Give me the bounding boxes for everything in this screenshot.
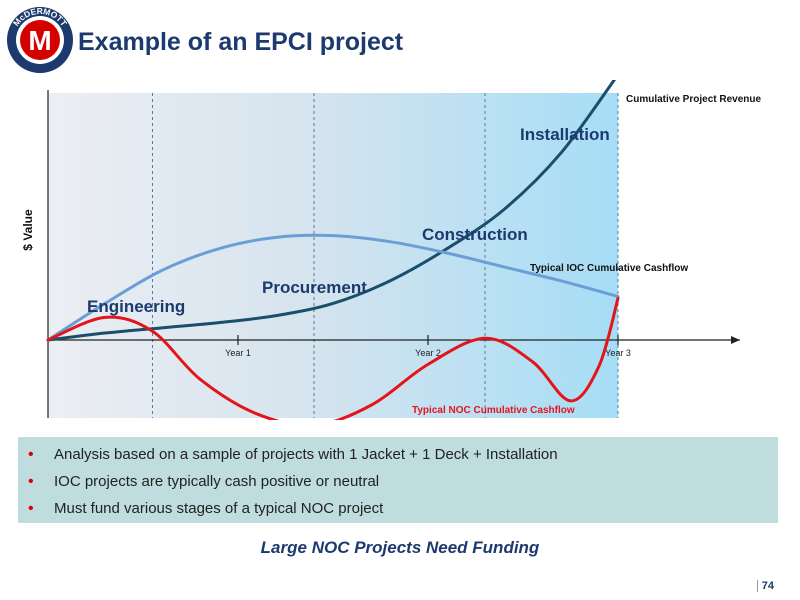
bullet-text: IOC projects are typically cash positive… (54, 473, 380, 490)
bullet-dot-icon: • (28, 499, 34, 517)
mcdermott-logo: M McDERMOTT (7, 6, 73, 73)
bullet-dot-icon: • (28, 472, 34, 490)
bullet-item: • Analysis based on a sample of projects… (28, 441, 768, 468)
y-axis-label: $ Value (21, 209, 35, 251)
phase-label: Procurement (262, 278, 367, 297)
ioc-cashflow-line (46, 233, 620, 342)
series-label: Typical NOC Cumulative Cashflow (412, 405, 575, 416)
page-number: 74 (756, 580, 774, 592)
x-tick-label: Year 3 (605, 348, 631, 358)
x-axis-arrow-icon (731, 336, 740, 344)
bullet-item: • Must fund various stages of a typical … (28, 495, 768, 522)
page-title: Example of an EPCI project (78, 28, 404, 56)
phase-label: Installation (520, 125, 610, 144)
bullet-text: Analysis based on a sample of projects w… (54, 446, 558, 463)
epci-chart: Year 1 Year 2 Year 3 $ Value Engineering Pro… (21, 80, 761, 420)
bullet-item: • IOC projects are typically cash positi… (28, 468, 768, 495)
phase-label: Engineering (87, 297, 185, 316)
series-label: Cumulative Project Revenue (626, 94, 761, 105)
bullet-dot-icon: • (28, 445, 34, 463)
phase-label: Construction (422, 225, 528, 244)
bullet-text: Must fund various stages of a typical NO… (54, 500, 384, 517)
noc-cashflow-line (46, 296, 620, 420)
x-tick-label: Year 1 (225, 348, 251, 358)
x-tick-label: Year 2 (415, 348, 441, 358)
bullet-box: • Analysis based on a sample of projects… (18, 437, 778, 523)
tagline: Large NOC Projects Need Funding (260, 538, 540, 557)
series-label: Typical IOC Cumulative Cashflow (530, 263, 688, 274)
plot-background (48, 93, 618, 418)
logo-letter: M (28, 25, 51, 56)
